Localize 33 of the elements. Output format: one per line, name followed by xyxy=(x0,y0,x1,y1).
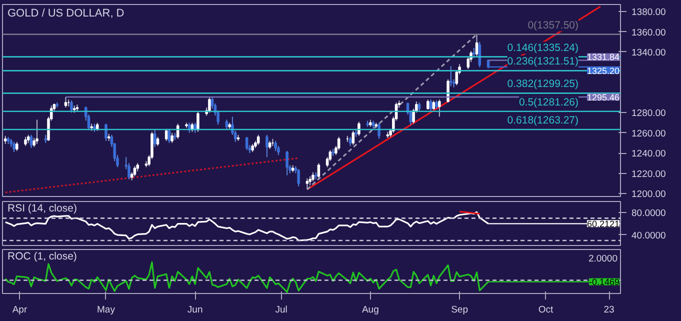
y-tick-label: 1340.00 xyxy=(632,47,666,58)
y-tick-label: 1220.00 xyxy=(632,168,666,180)
annotation: 1295.46 xyxy=(586,92,620,103)
y-tick-label: 1200.00 xyxy=(632,188,666,200)
annotation: 1331.84 xyxy=(586,52,620,62)
chart-title: RSI (14, close) xyxy=(8,202,77,214)
y-tick-label: 40.0000 xyxy=(632,230,666,242)
annotation: 1325.20 xyxy=(586,66,620,76)
x-tick-label: Jun xyxy=(187,304,203,316)
y-tick-label: 1360.00 xyxy=(632,27,666,38)
ref-line-label: 0.5(1281.26) xyxy=(518,96,578,108)
x-tick-label: Apr xyxy=(12,304,28,316)
chart-title: ROC (1, close) xyxy=(8,250,77,262)
x-tick-label: Sep xyxy=(451,304,468,316)
y-tick-label: 1240.00 xyxy=(632,148,666,160)
y-tick-label: 80.0000 xyxy=(632,208,666,220)
chart-title: GOLD / US DOLLAR, D xyxy=(8,8,124,20)
ref-line-label: 0.236(1321.51) xyxy=(507,56,579,68)
annotation: 60.2121 xyxy=(586,219,620,230)
x-tick-label: Aug xyxy=(362,304,379,316)
ref-line-label: 0(1357.50) xyxy=(528,19,579,32)
annotation: -0.1469 xyxy=(588,277,620,288)
y-tick-label: 1380.00 xyxy=(632,7,666,18)
annotation: 2.0000 xyxy=(588,254,618,264)
ref-line-label: 0.382(1299.25) xyxy=(507,78,579,90)
x-tick-label: 23 xyxy=(604,304,614,316)
ref-line-label: 0.618(1263.27) xyxy=(507,114,579,127)
x-tick-label: May xyxy=(97,304,116,316)
y-tick-label: 1280.00 xyxy=(632,108,666,120)
x-tick-label: Jul xyxy=(275,304,288,316)
x-tick-label: Oct xyxy=(538,304,554,316)
y-tick-label: 1260.00 xyxy=(632,128,666,140)
ref-line-label: 0.146(1335.24) xyxy=(507,42,579,54)
